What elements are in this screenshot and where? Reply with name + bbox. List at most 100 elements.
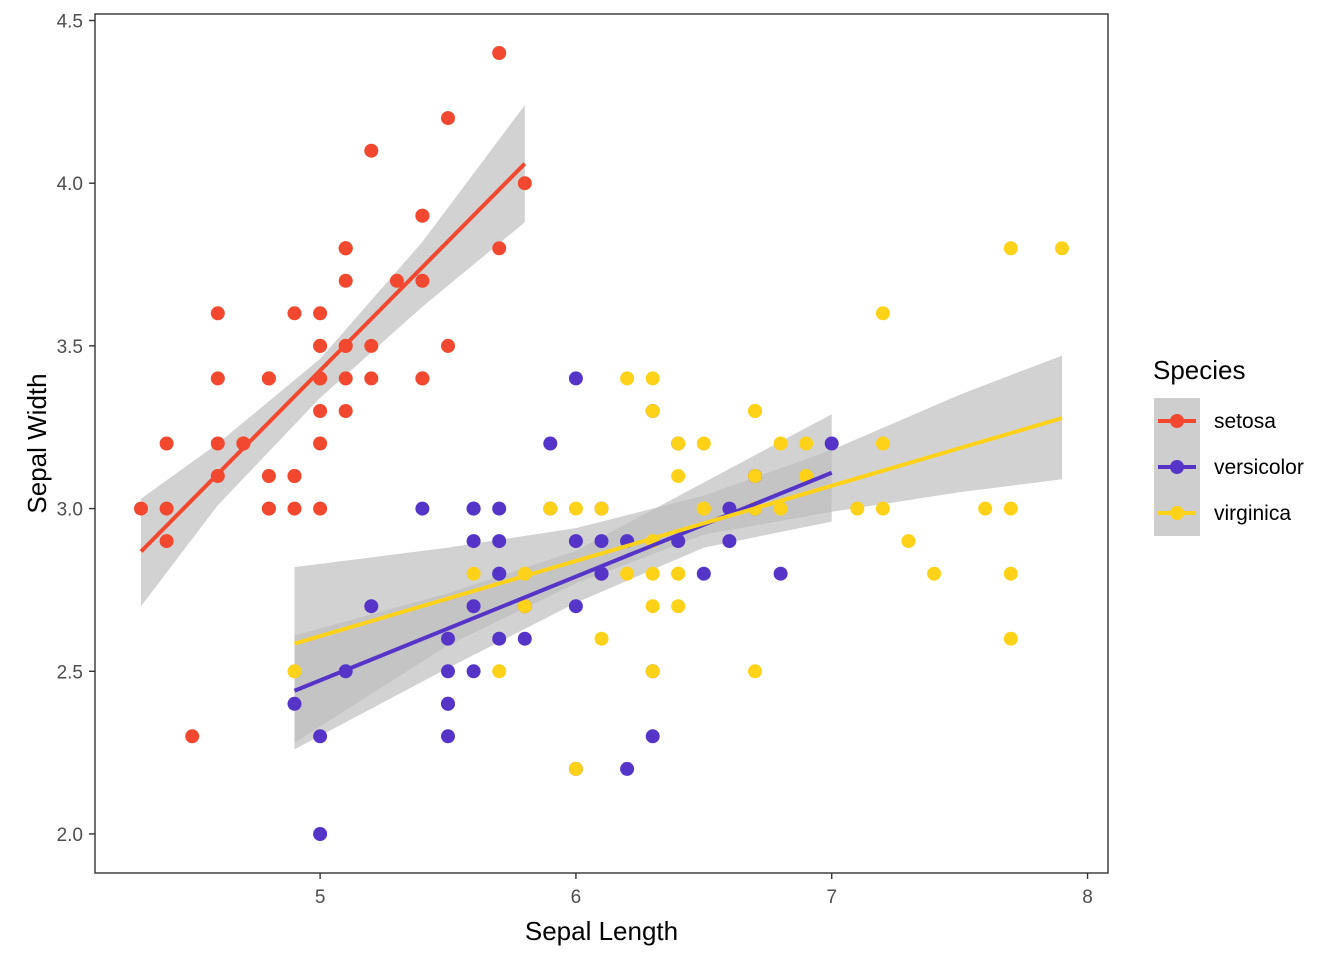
y-tick-label: 2.5 bbox=[57, 662, 83, 683]
point-virginica bbox=[671, 566, 686, 581]
data-points bbox=[134, 46, 1069, 841]
point-virginica bbox=[287, 664, 302, 679]
point-setosa bbox=[338, 404, 353, 418]
point-virginica bbox=[645, 566, 660, 581]
point-versicolor bbox=[466, 501, 481, 516]
point-setosa bbox=[338, 371, 353, 386]
point-virginica bbox=[1003, 241, 1018, 256]
point-setosa bbox=[287, 501, 302, 516]
point-virginica bbox=[620, 371, 635, 386]
point-virginica bbox=[799, 436, 814, 451]
point-setosa bbox=[517, 176, 532, 191]
point-virginica bbox=[543, 501, 558, 516]
point-virginica bbox=[850, 501, 865, 516]
point-setosa bbox=[210, 371, 225, 386]
point-setosa bbox=[492, 241, 507, 256]
point-versicolor bbox=[492, 631, 507, 646]
point-setosa bbox=[338, 273, 353, 288]
point-virginica bbox=[748, 664, 762, 679]
point-setosa bbox=[261, 501, 276, 516]
point-virginica bbox=[901, 534, 916, 549]
point-versicolor bbox=[492, 501, 507, 516]
fit-line-virginica bbox=[293, 416, 1063, 646]
point-virginica bbox=[594, 631, 609, 646]
point-virginica bbox=[568, 761, 583, 776]
legend: Species setosa versicolor virginica bbox=[1153, 355, 1304, 536]
fit-lines bbox=[139, 162, 1063, 693]
point-setosa bbox=[313, 404, 328, 418]
legend-key-point bbox=[1170, 414, 1184, 428]
point-versicolor bbox=[364, 599, 379, 614]
point-virginica bbox=[773, 436, 788, 451]
legend-label-setosa: setosa bbox=[1214, 410, 1276, 433]
fit-line-setosa bbox=[139, 162, 527, 553]
point-setosa bbox=[261, 371, 276, 386]
legend-title: Species bbox=[1153, 355, 1246, 385]
point-versicolor bbox=[466, 664, 481, 679]
x-tick-label: 8 bbox=[1082, 887, 1093, 908]
point-versicolor bbox=[441, 631, 455, 646]
point-virginica bbox=[645, 664, 660, 679]
point-setosa bbox=[159, 534, 174, 549]
point-virginica bbox=[671, 469, 686, 483]
y-tick-label: 2.0 bbox=[57, 825, 83, 846]
point-versicolor bbox=[568, 599, 583, 614]
point-virginica bbox=[748, 469, 762, 483]
point-versicolor bbox=[287, 696, 302, 711]
point-virginica bbox=[620, 566, 635, 581]
point-versicolor bbox=[568, 371, 583, 386]
point-versicolor bbox=[313, 729, 328, 744]
x-tick-label: 7 bbox=[826, 887, 837, 908]
point-versicolor bbox=[620, 761, 635, 776]
fit-line-versicolor bbox=[293, 470, 833, 693]
point-virginica bbox=[645, 599, 660, 614]
point-virginica bbox=[875, 306, 890, 321]
point-versicolor bbox=[441, 696, 455, 711]
point-versicolor bbox=[773, 566, 788, 581]
point-setosa bbox=[441, 338, 455, 353]
point-virginica bbox=[799, 469, 814, 483]
x-axis: 5 6 7 8 bbox=[315, 873, 1093, 908]
point-versicolor bbox=[466, 599, 481, 614]
point-setosa bbox=[364, 143, 379, 158]
point-setosa bbox=[313, 338, 328, 353]
point-setosa bbox=[415, 273, 430, 288]
point-versicolor bbox=[594, 566, 609, 581]
point-setosa bbox=[134, 501, 148, 516]
point-virginica bbox=[748, 404, 762, 418]
point-setosa bbox=[210, 436, 225, 451]
point-virginica bbox=[492, 664, 507, 679]
point-virginica bbox=[1003, 501, 1018, 516]
point-virginica bbox=[696, 436, 711, 451]
point-setosa bbox=[492, 46, 507, 60]
y-tick-label: 3.5 bbox=[57, 337, 83, 358]
point-setosa bbox=[287, 469, 302, 483]
point-setosa bbox=[313, 501, 328, 516]
point-virginica bbox=[466, 566, 481, 581]
point-setosa bbox=[261, 469, 276, 483]
point-setosa bbox=[364, 338, 379, 353]
point-versicolor bbox=[568, 534, 583, 549]
point-setosa bbox=[364, 371, 379, 386]
y-tick-label: 3.0 bbox=[57, 500, 83, 521]
point-versicolor bbox=[313, 827, 328, 841]
x-axis-title: Sepal Length bbox=[525, 916, 678, 946]
point-virginica bbox=[594, 501, 609, 516]
point-versicolor bbox=[594, 534, 609, 549]
confidence-band-virginica bbox=[294, 355, 1062, 743]
point-virginica bbox=[978, 501, 993, 516]
legend-label-virginica: virginica bbox=[1214, 502, 1291, 525]
point-virginica bbox=[773, 501, 788, 516]
point-virginica bbox=[645, 404, 660, 418]
point-virginica bbox=[875, 436, 890, 451]
point-setosa bbox=[313, 306, 328, 321]
y-axis: 2.0 2.5 3.0 3.5 4.0 4.5 bbox=[57, 12, 95, 846]
point-setosa bbox=[338, 241, 353, 256]
y-tick-label: 4.0 bbox=[57, 174, 83, 195]
point-setosa bbox=[389, 273, 404, 288]
point-virginica bbox=[875, 501, 890, 516]
point-versicolor bbox=[441, 664, 455, 679]
point-virginica bbox=[671, 436, 686, 451]
point-versicolor bbox=[824, 436, 839, 451]
